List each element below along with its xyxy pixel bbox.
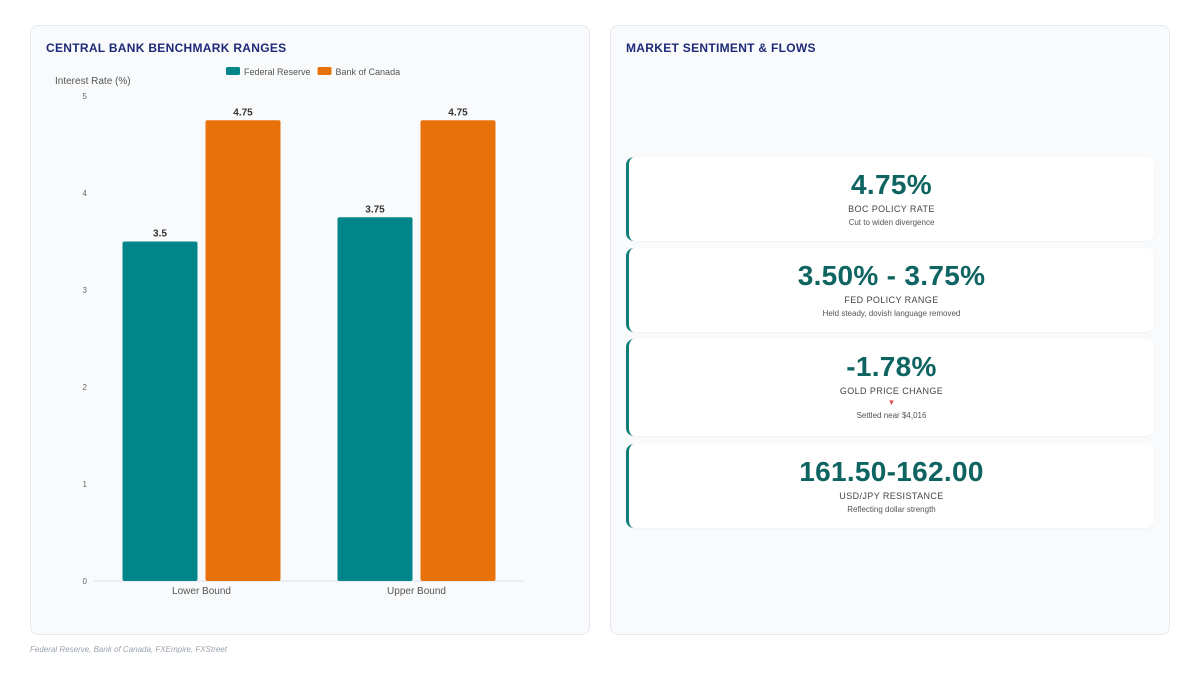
bar-data-label: 4.75 bbox=[448, 107, 468, 118]
kpi-subtext: Settled near $4,016 bbox=[856, 411, 927, 420]
kpi-value: -1.78% bbox=[846, 351, 937, 382]
kpi-subtext: Reflecting dollar strength bbox=[847, 505, 936, 514]
down-arrow-icon: ▼ bbox=[887, 398, 896, 407]
bar-chart: Interest Rate (%) 0 1 2 3 4 5 Federal Reserve Ba… bbox=[55, 67, 524, 597]
kpi-card-boc-rate: 4.75% BOC POLICY RATE Cut to widen diver… bbox=[626, 157, 1154, 241]
kpi-value: 161.50-162.00 bbox=[799, 456, 984, 487]
legend-swatch bbox=[317, 67, 332, 75]
bar-data-label: 3.5 bbox=[153, 229, 167, 240]
chart-panel-title: CENTRAL BANK BENCHMARK RANGES bbox=[46, 41, 287, 55]
kpi-value: 3.50% - 3.75% bbox=[797, 260, 986, 291]
source-footnote: Federal Reserve, Bank of Canada, FXEmpir… bbox=[30, 645, 227, 654]
y-tick-label: 1 bbox=[83, 480, 88, 489]
kpi-card-fed-range: 3.50% - 3.75% FED POLICY RANGE Held stea… bbox=[626, 248, 1154, 332]
kpi-label: FED POLICY RANGE bbox=[844, 295, 939, 305]
kpi-label: USD/JPY RESISTANCE bbox=[839, 491, 944, 501]
y-tick-label: 5 bbox=[83, 92, 88, 101]
market-sentiment-panel: MARKET SENTIMENT & FLOWS 4.75% BOC POLIC… bbox=[610, 25, 1170, 635]
kpi-card-usdjpy: 161.50-162.00 USD/JPY RESISTANCE Reflect… bbox=[626, 444, 1154, 528]
bar-data-label: 4.75 bbox=[233, 107, 253, 118]
sentiment-panel-title: MARKET SENTIMENT & FLOWS bbox=[626, 41, 816, 55]
kpi-label: BOC POLICY RATE bbox=[848, 204, 935, 214]
legend-label: Bank of Canada bbox=[336, 67, 401, 77]
kpi-card-gold-change: -1.78% GOLD PRICE CHANGE ▼ Settled near … bbox=[626, 339, 1154, 436]
kpi-label: GOLD PRICE CHANGE bbox=[839, 386, 944, 396]
bar-bank-of-canada-upper-bound bbox=[420, 120, 496, 581]
y-tick-label: 4 bbox=[83, 189, 88, 198]
kpi-subtext: Cut to widen divergence bbox=[848, 218, 935, 227]
bar-bank-of-canada-lower-bound bbox=[205, 120, 281, 581]
y-tick-label: 3 bbox=[83, 286, 88, 295]
x-tick-label: Upper Bound bbox=[387, 586, 446, 597]
bar-federal-reserve-lower-bound bbox=[122, 241, 198, 581]
y-tick-label: 0 bbox=[83, 577, 88, 586]
kpi-value: 4.75% bbox=[851, 169, 932, 200]
y-tick-label: 2 bbox=[83, 383, 88, 392]
x-tick-label: Lower Bound bbox=[172, 586, 231, 597]
bar-data-label: 3.75 bbox=[365, 204, 385, 215]
bar-federal-reserve-upper-bound bbox=[337, 217, 413, 581]
kpi-subtext: Held steady, dovish language removed bbox=[822, 309, 961, 318]
legend-label: Federal Reserve bbox=[244, 67, 311, 77]
legend-swatch bbox=[226, 67, 240, 75]
benchmark-chart-panel: CENTRAL BANK BENCHMARK RANGES Interest R… bbox=[30, 25, 590, 635]
y-axis-label: Interest Rate (%) bbox=[55, 76, 131, 87]
